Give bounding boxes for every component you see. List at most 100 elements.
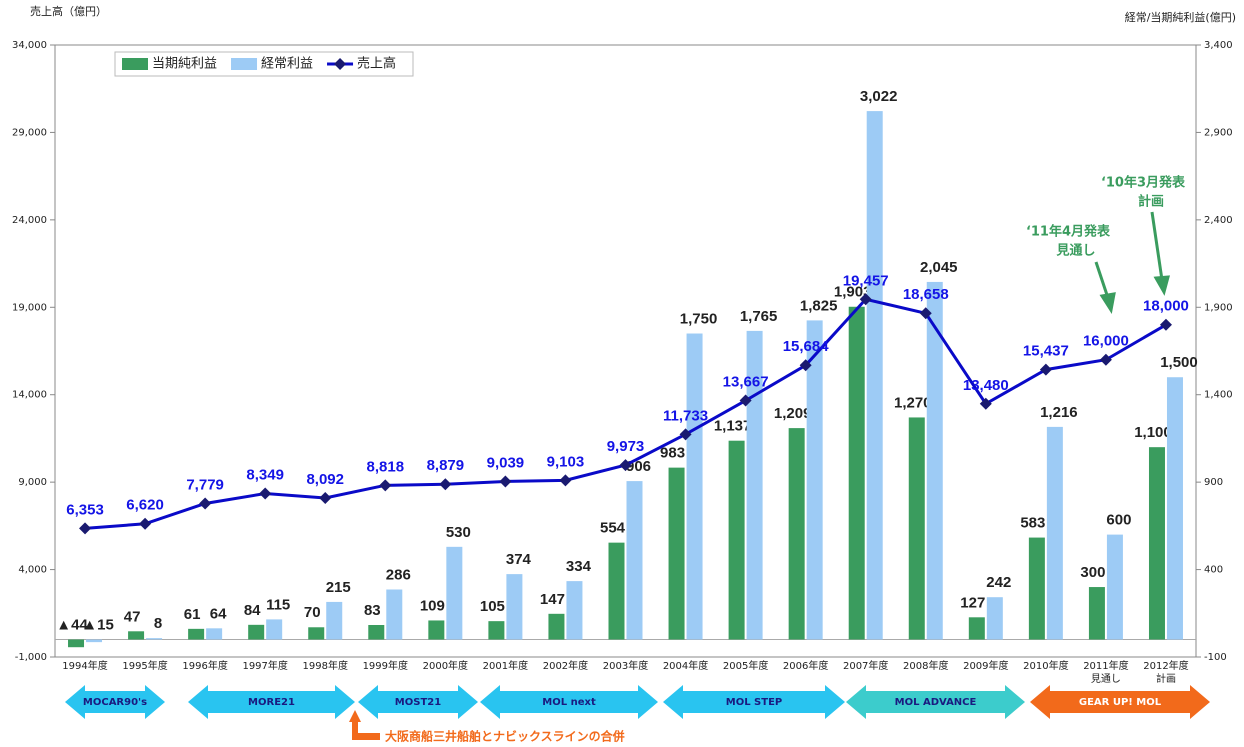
- era-arrow: [1030, 685, 1210, 719]
- x-tick-label: 2006年度: [783, 659, 828, 672]
- x-tick-label: 1995年度: [122, 659, 167, 672]
- bar: [1028, 537, 1045, 640]
- merger-note: 大阪商船三井船舶とナビックスラインの合併: [385, 729, 625, 744]
- merger-arrow: [349, 710, 380, 740]
- bar: [446, 546, 463, 640]
- data-label: 105: [480, 598, 505, 615]
- bar: [668, 467, 685, 640]
- arrow-head: [1099, 292, 1116, 314]
- data-label: 374: [506, 551, 532, 568]
- era-label: MOL next: [542, 697, 596, 708]
- data-label: 1,216: [1040, 404, 1078, 421]
- y2-tick-label: 1,900: [1204, 302, 1233, 313]
- bar: [68, 639, 85, 648]
- data-label: 286: [386, 566, 411, 583]
- data-label: ▲44: [56, 616, 88, 633]
- era-arrow: [663, 685, 845, 719]
- marker: [199, 497, 212, 510]
- y2-axis-title: 経常/当期純利益(億円): [1125, 10, 1236, 24]
- bar: [848, 306, 865, 640]
- marker: [919, 307, 932, 320]
- bar: [248, 624, 265, 640]
- data-label: 115: [266, 596, 290, 613]
- x-tick-label: 2011年度: [1083, 659, 1128, 672]
- y-tick-label: 14,000: [12, 390, 47, 401]
- marker: [439, 478, 452, 491]
- bar: [566, 581, 583, 640]
- bar: [146, 638, 163, 640]
- data-label: 583: [1020, 515, 1045, 532]
- data-label: 530: [446, 524, 471, 541]
- data-label: 8,092: [306, 471, 344, 488]
- data-label: 7,779: [186, 476, 224, 493]
- era-arrow: [846, 685, 1025, 719]
- data-label: 13,480: [963, 377, 1009, 394]
- data-label: 9,103: [547, 453, 585, 470]
- y2-tick-label: -100: [1204, 652, 1227, 663]
- data-label: 11,733: [663, 407, 708, 424]
- data-label: 9,039: [487, 454, 525, 471]
- data-label: 554: [600, 520, 626, 537]
- x-tick-label: 2009年度: [963, 659, 1008, 672]
- marker: [259, 487, 272, 500]
- bar: [266, 619, 283, 640]
- bar: [506, 574, 523, 640]
- bar: [1106, 534, 1123, 640]
- data-label: 18,658: [903, 286, 949, 303]
- x-tick-label: 1997年度: [242, 659, 287, 672]
- era-arrow: [480, 685, 658, 719]
- marker: [979, 397, 992, 410]
- bar: [326, 601, 343, 640]
- bar: [368, 625, 385, 640]
- era-label: MOCAR90's: [83, 697, 147, 708]
- bar: [908, 417, 925, 640]
- x-tick-label: 2001年度: [483, 659, 528, 672]
- arrow: [1150, 211, 1164, 281]
- era-label: MOL ADVANCE: [895, 697, 977, 708]
- x-tick-label: 1994年度: [62, 659, 107, 672]
- y-axis-title: 売上高（億円）: [30, 4, 107, 18]
- bar: [428, 620, 445, 640]
- y2-tick-label: 900: [1204, 477, 1223, 488]
- bar: [1166, 377, 1183, 640]
- x-tick-label: 2012年度: [1143, 659, 1188, 672]
- sales-line: [84, 297, 1167, 530]
- bar: [986, 597, 1003, 640]
- marker: [799, 359, 812, 372]
- x-tick-label: 2003年度: [603, 659, 648, 672]
- bar: [806, 320, 823, 640]
- arrow-head: [1153, 275, 1170, 296]
- data-label: 1,137: [714, 418, 752, 435]
- x-tick-label: 2007年度: [843, 659, 888, 672]
- x-tick-label: 2004年度: [663, 659, 708, 672]
- data-label: 18,000: [1143, 298, 1189, 315]
- marker: [1099, 353, 1112, 366]
- bar: [86, 639, 103, 643]
- data-label: 61: [184, 606, 201, 623]
- y-tick-label: 34,000: [12, 40, 47, 51]
- data-label: 1,903: [834, 284, 872, 301]
- data-label: 127: [960, 594, 985, 611]
- y-tick-label: 29,000: [12, 127, 47, 138]
- data-label: 1,100: [1134, 424, 1172, 441]
- y-tick-label: 24,000: [12, 215, 47, 226]
- bar: [746, 330, 763, 640]
- data-label: 8,879: [427, 457, 465, 474]
- data-label: 9,973: [607, 438, 645, 455]
- y-tick-label: 9,000: [18, 477, 47, 488]
- bar: [488, 621, 505, 640]
- annotation: ‘11年4月発表: [1026, 224, 1111, 240]
- data-label: 2,045: [920, 259, 958, 276]
- legend-marker: [334, 58, 347, 70]
- annotation: 見通し: [1055, 243, 1095, 259]
- bar: [608, 542, 625, 640]
- bar: [548, 613, 565, 640]
- data-label: 64: [210, 605, 227, 622]
- data-label: 300: [1080, 564, 1105, 581]
- data-label: 19,457: [843, 272, 889, 289]
- marker: [619, 459, 632, 472]
- y-tick-label: 4,000: [18, 565, 47, 576]
- legend-swatch: [231, 58, 258, 70]
- x-tick-label: 1998年度: [303, 659, 348, 672]
